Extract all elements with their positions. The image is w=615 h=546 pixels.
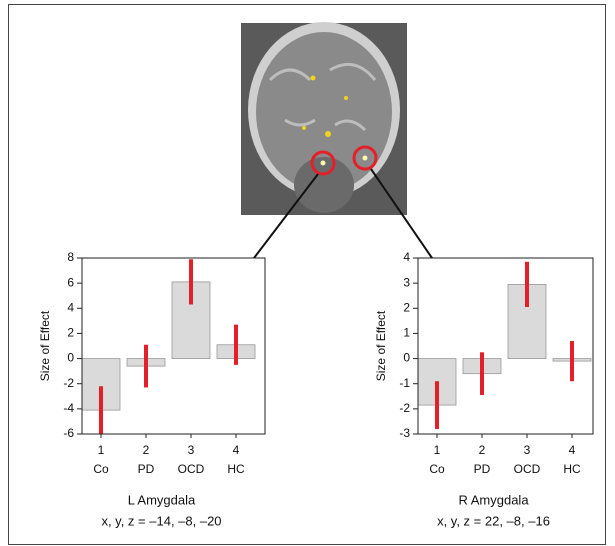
y-tick-label: -2 bbox=[63, 376, 74, 390]
y-tick-label: -3 bbox=[399, 426, 410, 440]
x-tick-label: 4 bbox=[233, 443, 240, 457]
chart-title: L Amygdala bbox=[128, 492, 196, 507]
x-tick-label: 2 bbox=[143, 443, 150, 457]
chart: -3 -2 -1 0 1 2 3 4 Size of Effect 1 Co 2 PD 3 OCD 4 HC R … bbox=[374, 250, 593, 528]
activation bbox=[311, 76, 316, 81]
x-tick-label: 1 bbox=[434, 443, 441, 457]
chart: -6 -4 -2 0 2 4 6 8 Size of Effect 1 Co 2 PD 3 OCD 4 HC L … bbox=[38, 250, 265, 528]
category-name: Co bbox=[429, 462, 445, 476]
category-name: OCD bbox=[178, 462, 205, 476]
chart-subtitle: x, y, z = –14, –8, –20 bbox=[101, 513, 221, 528]
x-tick-label: 3 bbox=[524, 443, 531, 457]
y-tick-label: 4 bbox=[403, 250, 410, 264]
x-tick-label: 3 bbox=[188, 443, 195, 457]
y-tick-label: 0 bbox=[403, 351, 410, 365]
y-tick-label: 2 bbox=[67, 326, 74, 340]
y-tick-label: 2 bbox=[403, 300, 410, 314]
chart-subtitle: x, y, z = 22, –8, –16 bbox=[437, 513, 550, 528]
category-name: HC bbox=[563, 462, 581, 476]
activation bbox=[325, 131, 331, 137]
y-tick-label: -4 bbox=[63, 401, 74, 415]
figure: -6 -4 -2 0 2 4 6 8 Size of Effect 1 Co 2 PD 3 OCD 4 HC L … bbox=[0, 0, 615, 546]
y-tick-label: 4 bbox=[67, 300, 74, 314]
y-axis-label: Size of Effect bbox=[38, 310, 52, 381]
y-tick-label: 6 bbox=[67, 275, 74, 289]
y-tick-label: 8 bbox=[67, 250, 74, 264]
y-tick-label: 0 bbox=[67, 351, 74, 365]
category-name: PD bbox=[138, 462, 155, 476]
category-name: Co bbox=[93, 462, 109, 476]
plot-frame bbox=[418, 258, 593, 434]
y-tick-label: 1 bbox=[403, 326, 410, 340]
activation bbox=[302, 126, 306, 130]
y-tick-label: 3 bbox=[403, 275, 410, 289]
y-tick-label: -1 bbox=[399, 376, 410, 390]
y-tick-label: -2 bbox=[399, 401, 410, 415]
x-tick-label: 2 bbox=[479, 443, 486, 457]
category-name: HC bbox=[227, 462, 245, 476]
activation bbox=[363, 156, 368, 161]
category-name: OCD bbox=[514, 462, 541, 476]
y-axis-label: Size of Effect bbox=[374, 310, 388, 381]
category-name: PD bbox=[474, 462, 491, 476]
activation bbox=[321, 161, 326, 166]
brainstem bbox=[294, 157, 354, 213]
x-tick-label: 4 bbox=[569, 443, 576, 457]
x-tick-label: 1 bbox=[98, 443, 105, 457]
chart-title: R Amygdala bbox=[458, 492, 529, 507]
y-tick-label: -6 bbox=[63, 426, 74, 440]
activation bbox=[344, 96, 348, 100]
